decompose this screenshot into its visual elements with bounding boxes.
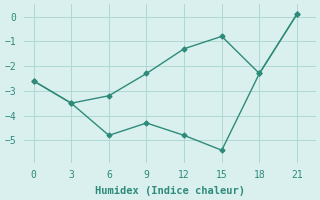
X-axis label: Humidex (Indice chaleur): Humidex (Indice chaleur) — [95, 186, 245, 196]
